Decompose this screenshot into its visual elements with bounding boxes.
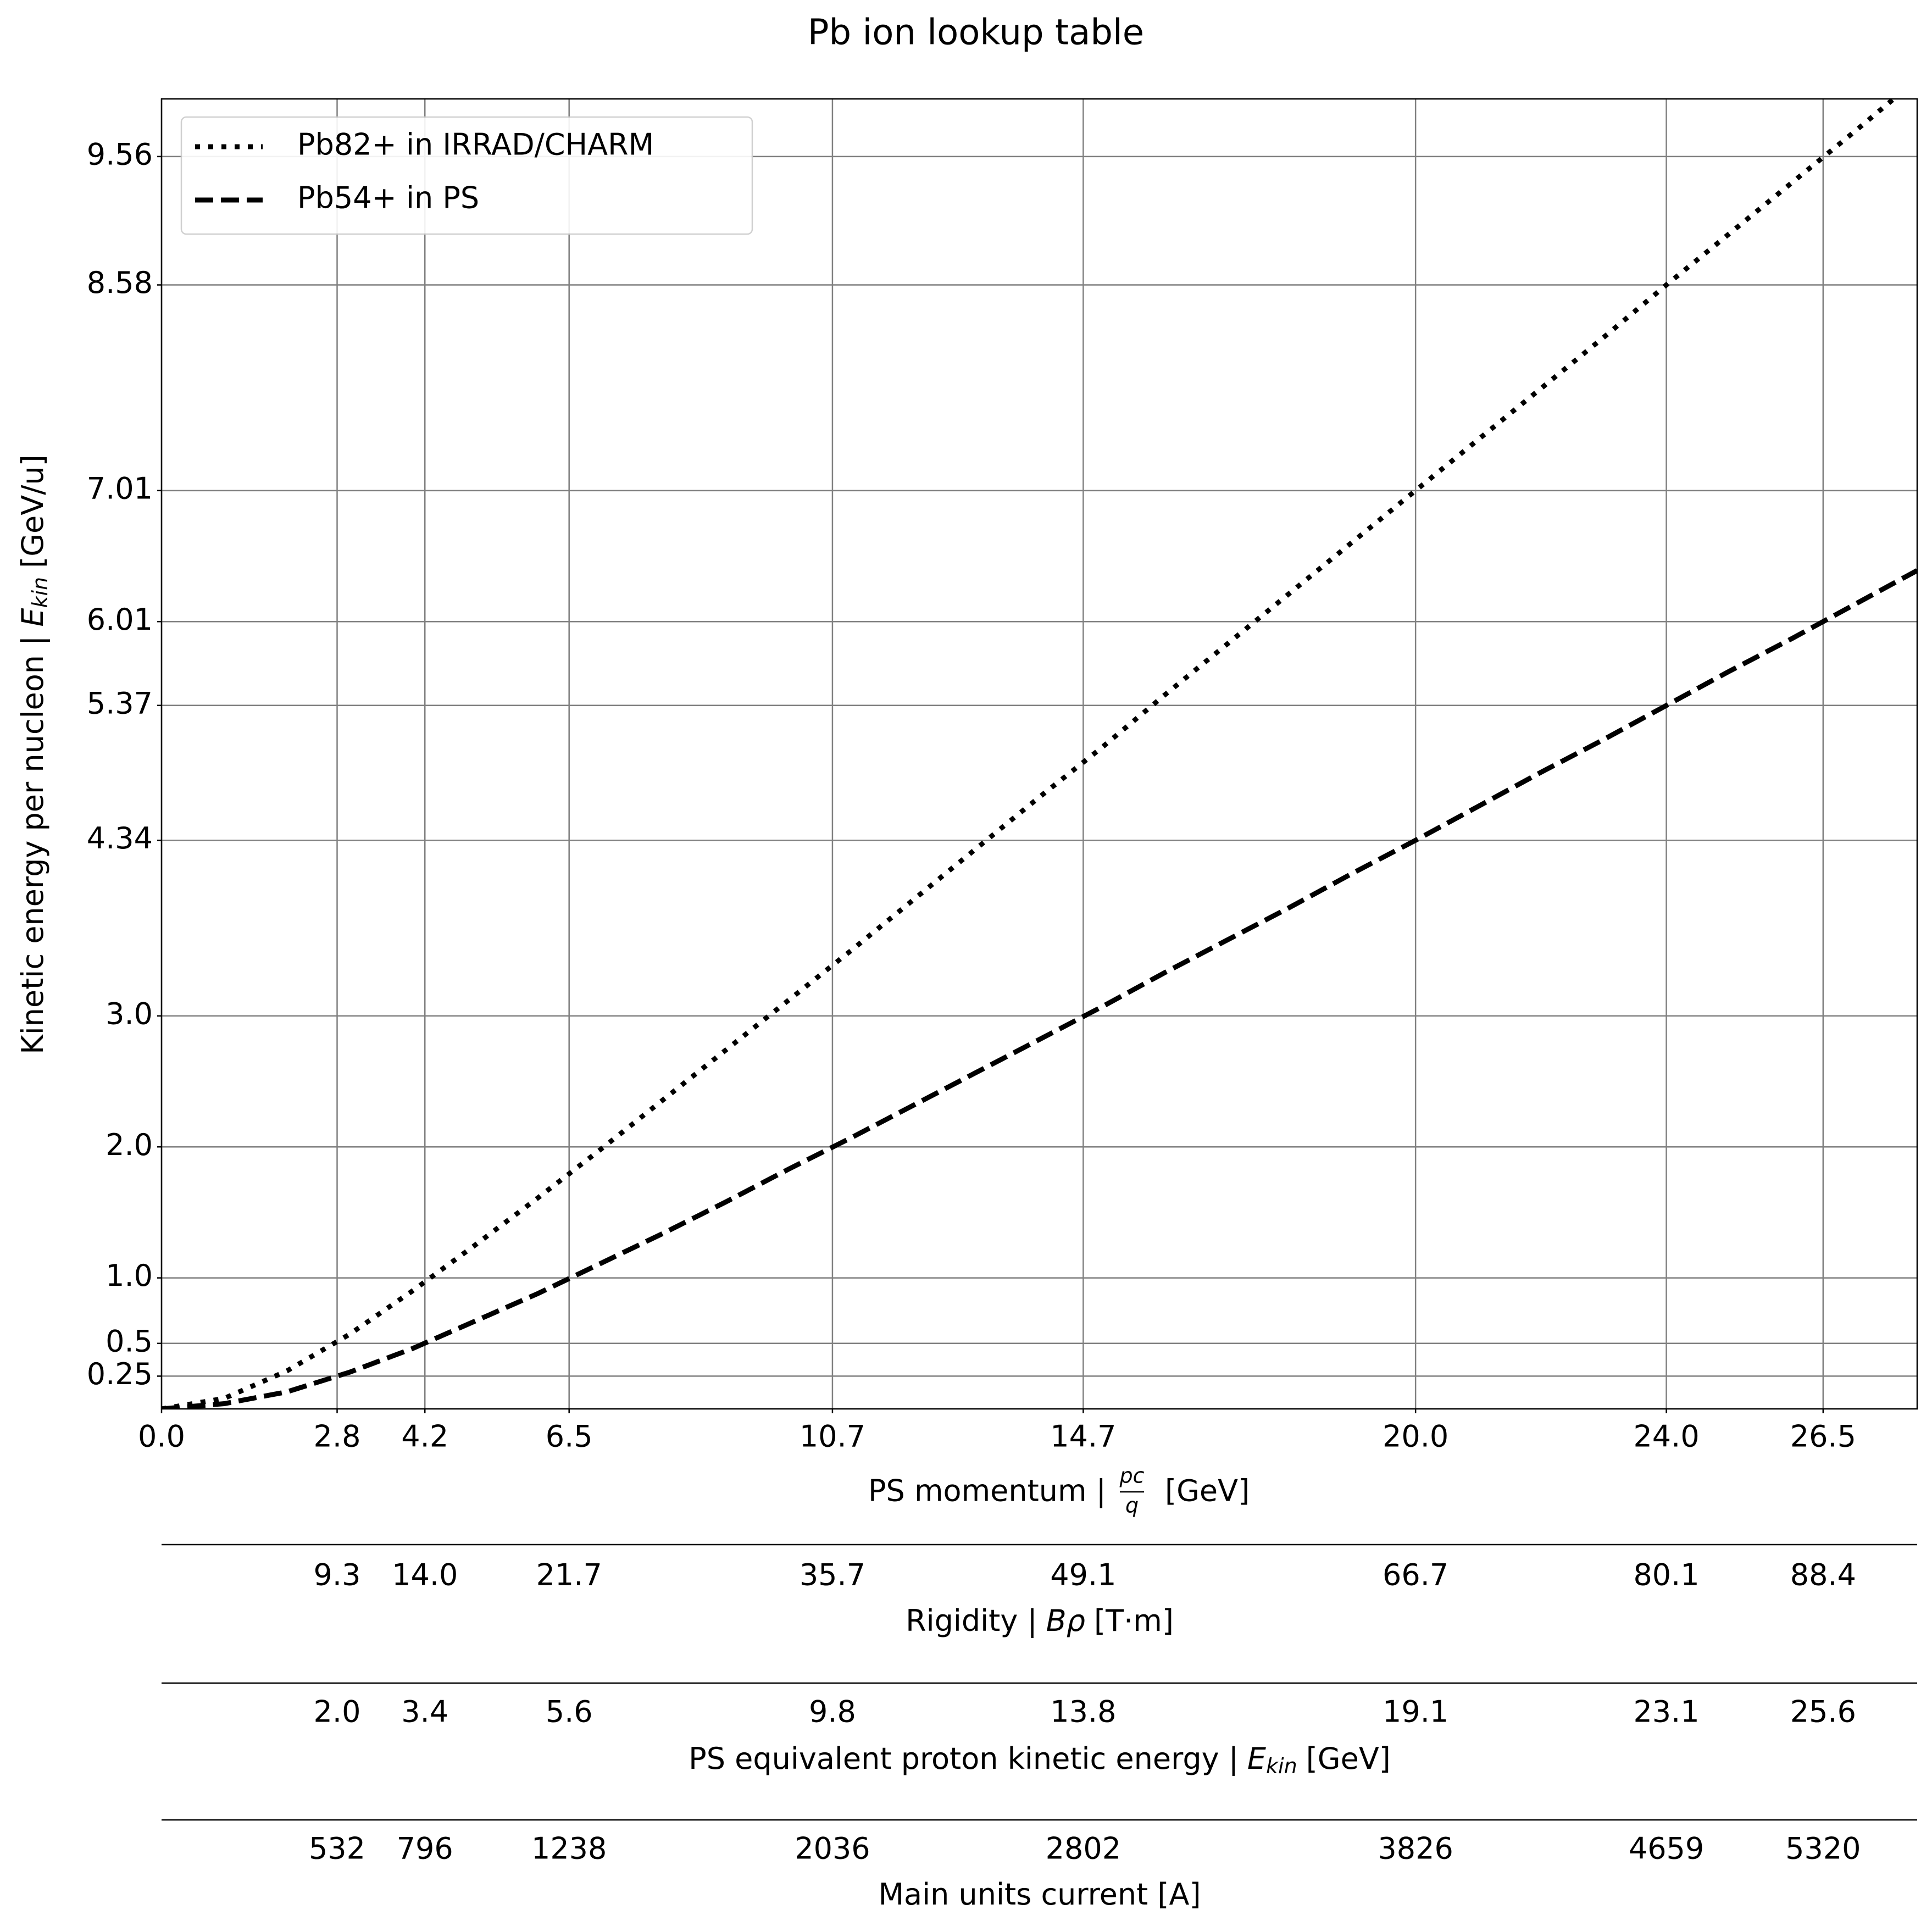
secondary-tick-label: 5.6 — [546, 1695, 593, 1729]
secondary-tick-label: 796 — [397, 1831, 453, 1866]
secondary-axis-label: Main units current [A] — [878, 1877, 1201, 1912]
secondary-tick-label: 2802 — [1046, 1831, 1121, 1866]
y-tick-label: 0.5 — [106, 1324, 153, 1358]
secondary-tick-label: 21.7 — [536, 1558, 602, 1592]
y-axis-label-unit: [GeV/u] — [15, 454, 50, 568]
y-tick-label: 3.0 — [106, 996, 153, 1031]
y-axis-label-subscript: kin — [28, 577, 52, 608]
secondary-tick-label: 9.8 — [809, 1695, 856, 1729]
y-axis-label-symbol: E — [15, 608, 50, 627]
legend-label: Pb54+ in PS — [297, 181, 479, 215]
chart-title: Pb ion lookup table — [808, 13, 1144, 53]
secondary-tick-label: 3826 — [1378, 1831, 1453, 1866]
series-line — [162, 99, 1898, 1409]
secondary-tick-label: 1238 — [531, 1831, 607, 1866]
label-part: PS equivalent proton kinetic energy | — [689, 1741, 1239, 1776]
x-tick-label: 0.0 — [138, 1419, 185, 1454]
label-part: E — [1247, 1741, 1267, 1776]
y-tick-label: 5.37 — [87, 686, 153, 720]
y-tick-label: 4.34 — [87, 821, 153, 856]
secondary-tick-label: 14.0 — [392, 1558, 458, 1592]
x-axis-label: PS momentum | — [868, 1474, 1106, 1508]
x-tick-label: 24.0 — [1633, 1419, 1699, 1454]
x-axis-label-numerator: pc — [1119, 1464, 1144, 1488]
y-tick-label: 9.56 — [87, 137, 153, 172]
secondary-tick-label: 5320 — [1785, 1831, 1861, 1866]
secondary-tick-label: 4659 — [1629, 1831, 1704, 1866]
x-tick-label: 14.7 — [1050, 1419, 1116, 1454]
x-axis-label-unit: [GeV] — [1165, 1474, 1250, 1508]
secondary-tick-label: 25.6 — [1790, 1695, 1856, 1729]
x-tick-label: 26.5 — [1790, 1419, 1856, 1454]
x-tick-label: 6.5 — [546, 1419, 593, 1454]
series-line — [162, 568, 1917, 1409]
y-tick-label: 0.25 — [87, 1357, 153, 1391]
secondary-axis-label: PS equivalent proton kinetic energy | Eki… — [689, 1741, 1391, 1778]
secondary-tick-label: 3.4 — [401, 1695, 448, 1729]
secondary-tick-label: 2.0 — [314, 1695, 361, 1729]
label-part: kin — [1266, 1754, 1297, 1778]
lines — [162, 99, 1917, 1409]
label-part: Main units current [A] — [878, 1877, 1201, 1912]
secondary-tick-label: 49.1 — [1050, 1558, 1116, 1592]
y-tick-label: 1.0 — [106, 1258, 153, 1293]
secondary-axis-label: Rigidity | Bρ [T·m] — [906, 1603, 1174, 1638]
y-tick-label: 7.01 — [87, 471, 153, 506]
secondary-tick-label: 532 — [309, 1831, 365, 1866]
secondary-tick-label: 19.1 — [1383, 1695, 1448, 1729]
secondary-tick-label: 88.4 — [1790, 1558, 1856, 1592]
secondary-tick-label: 80.1 — [1633, 1558, 1699, 1592]
secondary-tick-label: 13.8 — [1050, 1695, 1116, 1729]
y-tick-label: 2.0 — [106, 1128, 153, 1162]
y-tick-label: 6.01 — [87, 602, 153, 637]
y-axis-label-text: Kinetic energy per nucleon | — [15, 636, 50, 1054]
y-tick-label: 8.58 — [87, 265, 153, 300]
secondary-tick-label: 23.1 — [1633, 1695, 1699, 1729]
secondary-tick-label: 35.7 — [800, 1558, 865, 1592]
x-tick-label: 10.7 — [800, 1419, 865, 1454]
x-tick-label: 20.0 — [1383, 1419, 1448, 1454]
label-part: [T·m] — [1094, 1603, 1174, 1638]
x-tick-label: 4.2 — [401, 1419, 448, 1454]
legend-frame — [180, 116, 753, 235]
label-part: Rigidity | — [906, 1603, 1037, 1638]
y-axis-label: Kinetic energy per nucleon | Ekin [GeV/u] — [15, 454, 52, 1054]
plot-frame — [160, 98, 1918, 1410]
legend: Pb82+ in IRRAD/CHARM Pb54+ in PS — [180, 116, 753, 235]
secondary-tick-label: 9.3 — [314, 1558, 361, 1592]
label-part: [GeV] — [1306, 1741, 1391, 1776]
label-part: Bρ — [1046, 1603, 1085, 1638]
secondary-tick-label: 66.7 — [1383, 1558, 1448, 1592]
x-axis-label-denominator: q — [1125, 1494, 1139, 1518]
legend-label: Pb82+ in IRRAD/CHARM — [297, 127, 654, 162]
x-tick-label: 2.8 — [314, 1419, 361, 1454]
secondary-tick-label: 2036 — [795, 1831, 870, 1866]
